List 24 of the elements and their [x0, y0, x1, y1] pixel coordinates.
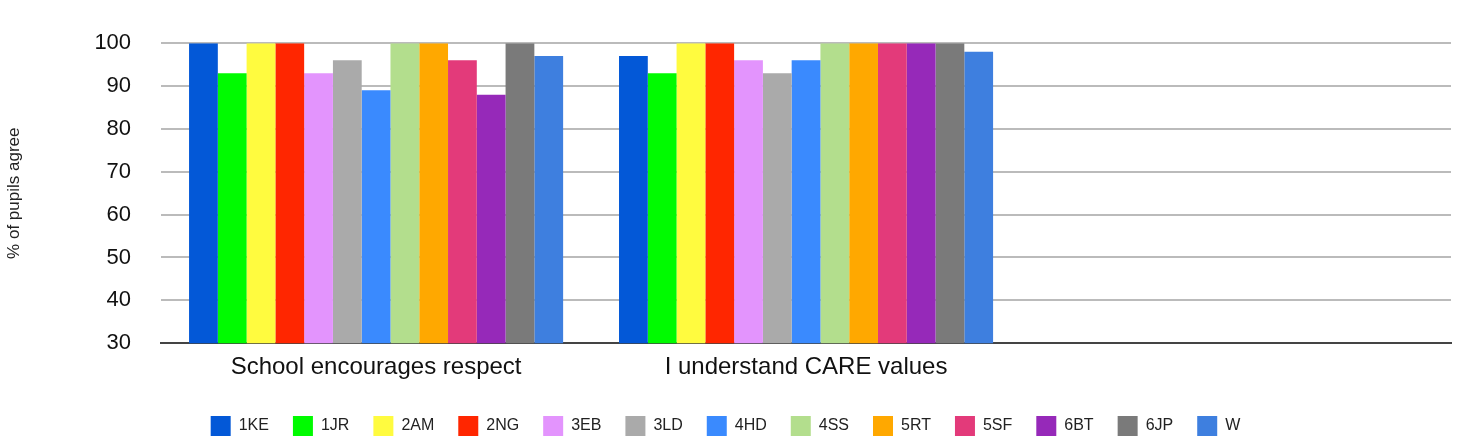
y-tick-label: 100	[94, 29, 132, 55]
y-tick-label: 90	[106, 72, 132, 98]
legend-label: 3LD	[653, 416, 683, 434]
legend-label: 1JR	[320, 416, 350, 434]
legend-label: 2NG	[486, 416, 520, 434]
legend-label: 6JP	[1145, 416, 1174, 434]
y-tick-label: 80	[106, 114, 132, 140]
legend-label: 5RT	[901, 416, 932, 434]
legend-label: 4HD	[734, 416, 767, 434]
legend-label: 5SF	[982, 416, 1013, 434]
y-tick-label: 40	[106, 286, 132, 312]
y-tick-label: 50	[106, 243, 132, 269]
legend-label: 6BT	[1064, 416, 1094, 434]
y-tick-label: 70	[106, 157, 132, 183]
legend-label: 1KE	[238, 416, 269, 434]
y-axis-title: % of pupils agree	[3, 127, 23, 259]
legend-label: 2AM	[401, 416, 435, 434]
y-tick-label: 60	[106, 200, 132, 226]
legend-label: 4SS	[818, 416, 850, 434]
y-tick-label: 30	[106, 329, 132, 355]
legend-label: 3EB	[571, 416, 602, 434]
x-tick-label: I understand CARE values	[664, 352, 948, 380]
legend-label: W	[1225, 416, 1242, 434]
x-tick-label: School encourages respect	[230, 352, 522, 380]
